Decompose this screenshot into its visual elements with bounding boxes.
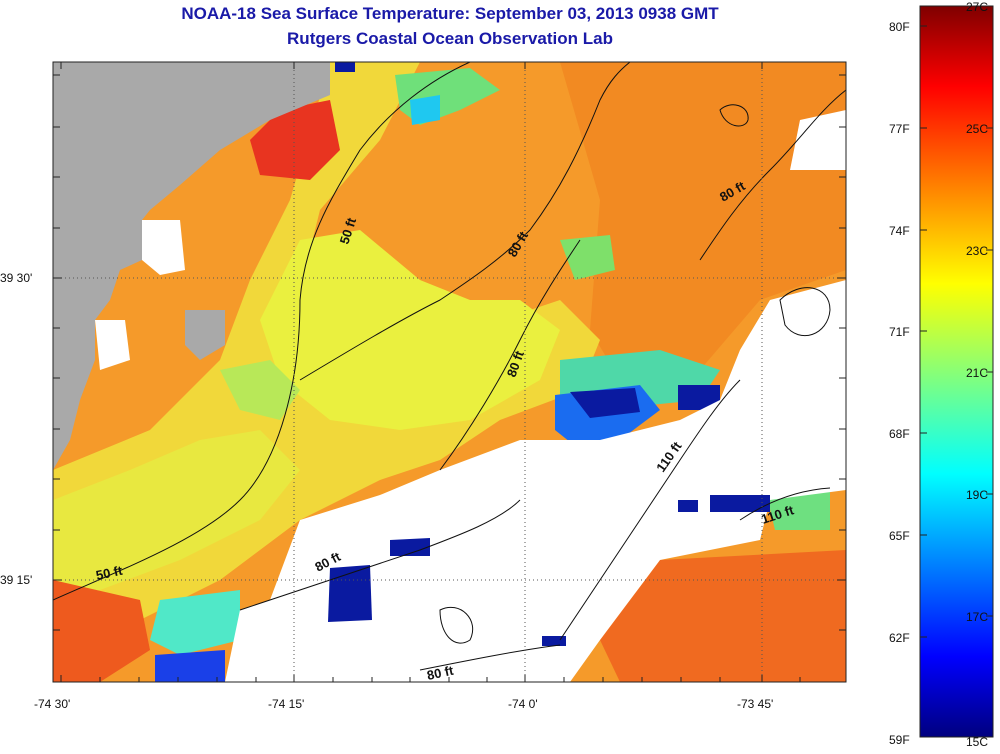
- contour-80ft-east: [699, 89, 846, 261]
- ocean-navy-se2: [678, 500, 698, 512]
- lon-tick-label: -73 45': [737, 697, 774, 711]
- contour-loop-e: [779, 287, 831, 337]
- ocean-yellow-light: [260, 230, 560, 430]
- contour-110ft-east: [739, 487, 831, 521]
- ocean-navy-ne: [678, 385, 720, 410]
- ocean-green-coastal: [220, 360, 300, 420]
- contour-80ft-south: [239, 499, 521, 611]
- ocean-navy-east: [570, 388, 640, 418]
- contour-80ft-mid: [439, 239, 581, 471]
- colorbar-c-label: 25C: [966, 122, 989, 136]
- colorbar-c-label: 15C: [966, 735, 989, 749]
- contour-label: 50 ft: [95, 563, 125, 583]
- ocean-navy-se1: [710, 495, 770, 512]
- contour-50ft: [53, 62, 471, 601]
- map-subtitle: Rutgers Coastal Ocean Observation Lab: [287, 29, 613, 48]
- contour-loop-ne: [719, 104, 749, 127]
- ocean-cyan-north: [410, 95, 440, 125]
- map-title: NOAA-18 Sea Surface Temperature: Septemb…: [181, 4, 719, 23]
- contour-label: 80 ft: [426, 663, 456, 683]
- colorbar-f-label: 80F: [889, 20, 910, 34]
- ocean-yellow-south: [53, 430, 300, 600]
- ocean-navy-n: [335, 62, 355, 72]
- contour-80ft-se: [419, 644, 561, 671]
- colorbar-c-label: 27C: [966, 0, 989, 14]
- no-data-region-south: [225, 280, 846, 682]
- colorbar-f-label: 71F: [889, 325, 910, 339]
- lon-tick-label: -74 15': [268, 697, 305, 711]
- colorbar-c-label: 17C: [966, 610, 989, 624]
- ocean-navy-south1: [328, 565, 372, 622]
- colorbar-f-label: 77F: [889, 122, 910, 136]
- ocean-red-sw: [53, 580, 150, 682]
- ocean-orange-east: [560, 62, 846, 380]
- ocean-navy-se3: [542, 636, 566, 646]
- colorbar-f-label: 59F: [889, 733, 910, 747]
- contour-80ft-west: [299, 62, 631, 381]
- ocean-navy-south2: [390, 538, 430, 556]
- colorbar-c-label: 23C: [966, 244, 989, 258]
- land-barrier-patch: [185, 310, 225, 360]
- lon-tick-label: -74 30': [34, 697, 71, 711]
- ocean-green-sw: [150, 590, 240, 655]
- lat-tick-label: 39 15': [0, 573, 33, 587]
- colorbar-f-label: 68F: [889, 427, 910, 441]
- colorbar-scale: [919, 5, 994, 738]
- ocean-green-mid: [560, 235, 615, 280]
- map-field: 50 ft 50 ft 80 ft 80 ft 80 ft 80 ft 80 f…: [53, 62, 846, 683]
- ocean-red-se: [600, 550, 846, 682]
- colorbar-c-label: 21C: [966, 366, 989, 380]
- contour-loop-s: [439, 606, 474, 644]
- ocean-blue-sw: [155, 650, 225, 682]
- colorbar-f-label: 74F: [889, 224, 910, 238]
- ocean-red-nw: [250, 100, 340, 180]
- lon-tick-label: -74 0': [508, 697, 538, 711]
- colorbar-f-label: 65F: [889, 529, 910, 543]
- contour-110ft: [559, 379, 741, 641]
- colorbar-c-label: 19C: [966, 488, 989, 502]
- colorbar-f-label: 62F: [889, 631, 910, 645]
- no-data-region-ne: [790, 110, 846, 170]
- no-data-region-coast2: [95, 320, 130, 370]
- land-new-jersey: [53, 62, 330, 470]
- lat-tick-label: 39 30': [0, 271, 33, 285]
- no-data-region-coast1: [142, 220, 185, 275]
